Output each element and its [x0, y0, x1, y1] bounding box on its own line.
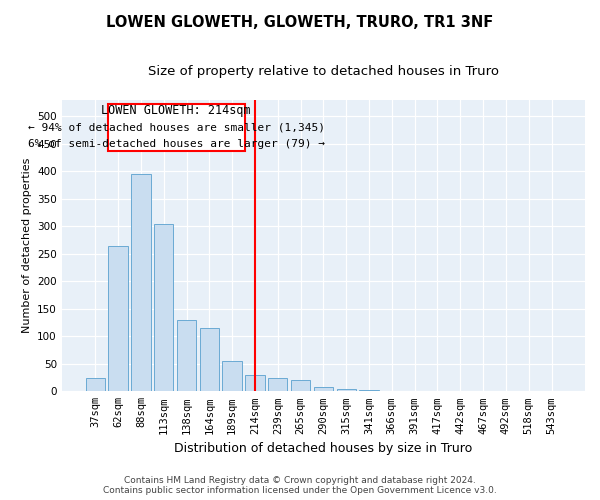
Bar [154, 224, 173, 392]
Y-axis label: Number of detached properties: Number of detached properties [22, 158, 32, 334]
Bar [451, 391, 470, 392]
Bar [86, 378, 105, 392]
Bar [382, 391, 401, 392]
Bar [291, 380, 310, 392]
Text: 6% of semi-detached houses are larger (79) →: 6% of semi-detached houses are larger (7… [28, 140, 325, 149]
X-axis label: Distribution of detached houses by size in Truro: Distribution of detached houses by size … [174, 442, 473, 455]
Text: LOWEN GLOWETH, GLOWETH, TRURO, TR1 3NF: LOWEN GLOWETH, GLOWETH, TRURO, TR1 3NF [106, 15, 494, 30]
Bar [131, 174, 151, 392]
Bar [108, 104, 245, 150]
Bar [200, 328, 219, 392]
Bar [268, 378, 287, 392]
Title: Size of property relative to detached houses in Truro: Size of property relative to detached ho… [148, 65, 499, 78]
Text: ← 94% of detached houses are smaller (1,345): ← 94% of detached houses are smaller (1,… [28, 122, 325, 132]
Bar [337, 388, 356, 392]
Text: LOWEN GLOWETH: 214sqm: LOWEN GLOWETH: 214sqm [101, 104, 251, 117]
Bar [109, 246, 128, 392]
Bar [428, 391, 447, 392]
Bar [314, 387, 333, 392]
Text: Contains HM Land Registry data © Crown copyright and database right 2024.
Contai: Contains HM Land Registry data © Crown c… [103, 476, 497, 495]
Bar [223, 361, 242, 392]
Bar [542, 391, 561, 392]
Bar [177, 320, 196, 392]
Bar [359, 390, 379, 392]
Bar [245, 375, 265, 392]
Bar [405, 391, 424, 392]
